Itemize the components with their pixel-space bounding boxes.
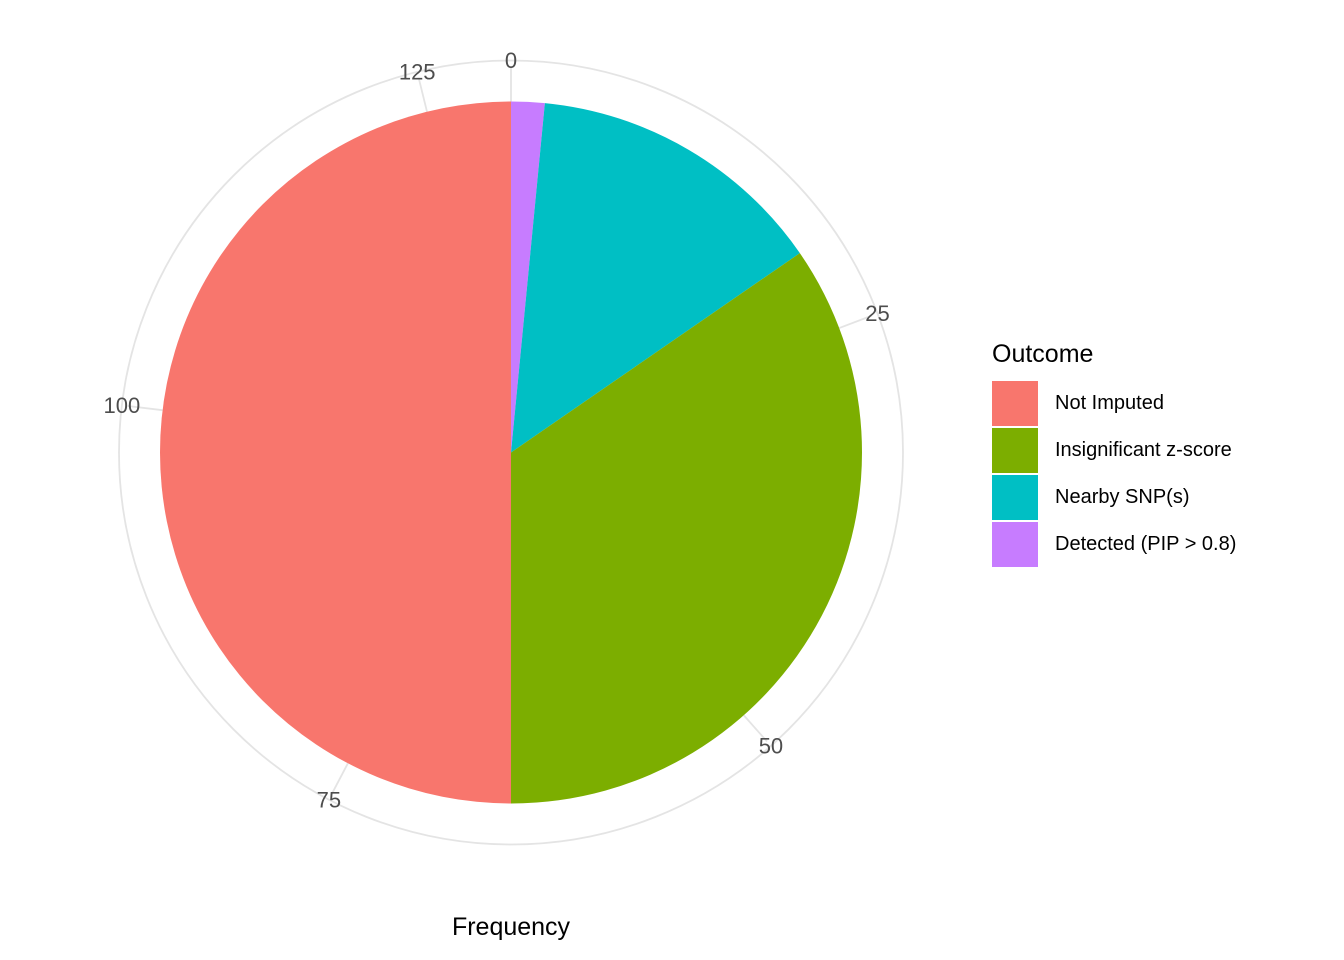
axis-tick-label: 25 bbox=[865, 301, 889, 326]
polar-gridline bbox=[743, 714, 768, 743]
axis-tick-label: 50 bbox=[759, 734, 783, 759]
legend-label: Nearby SNP(s) bbox=[1055, 486, 1190, 508]
axis-tick-label: 100 bbox=[103, 393, 140, 418]
polar-gridline bbox=[330, 762, 349, 795]
pie-slice-not-imputed bbox=[160, 101, 511, 804]
legend-swatch-not-imputed bbox=[992, 381, 1038, 426]
legend-item: Detected (PIP > 0.8) bbox=[992, 522, 1292, 567]
polar-gridline bbox=[838, 314, 873, 329]
legend-label: Detected (PIP > 0.8) bbox=[1055, 533, 1237, 555]
axis-tick-label: 75 bbox=[317, 787, 341, 812]
polar-gridline bbox=[127, 405, 163, 412]
legend-swatch-detected-pip bbox=[992, 522, 1038, 567]
pie-slice-nearby-snp-s bbox=[511, 103, 800, 453]
x-axis-label: Frequency bbox=[451, 913, 571, 941]
pie-slice-detected-pip-0-8 bbox=[511, 101, 545, 453]
legend-title: Outcome bbox=[992, 340, 1094, 368]
legend-item: Insignificant z-score bbox=[992, 428, 1292, 473]
outer-grid-circle bbox=[118, 59, 904, 846]
polar-gridline bbox=[417, 77, 428, 112]
legend-swatch-insignificant-z-score bbox=[992, 428, 1038, 473]
axis-tick-label: 0 bbox=[505, 48, 517, 73]
legend-label: Insignificant z-score bbox=[1055, 439, 1232, 461]
legend-item: Nearby SNP(s) bbox=[992, 475, 1292, 520]
legend-swatch-nearby-snps bbox=[992, 475, 1038, 520]
legend: Outcome Not Imputed Insignificant z-scor… bbox=[992, 340, 1292, 569]
legend-label: Not Imputed bbox=[1055, 392, 1164, 414]
pie-slice-insignificant-z-score bbox=[511, 253, 863, 804]
legend-item: Not Imputed bbox=[992, 381, 1292, 426]
axis-tick-label: 125 bbox=[399, 60, 436, 85]
